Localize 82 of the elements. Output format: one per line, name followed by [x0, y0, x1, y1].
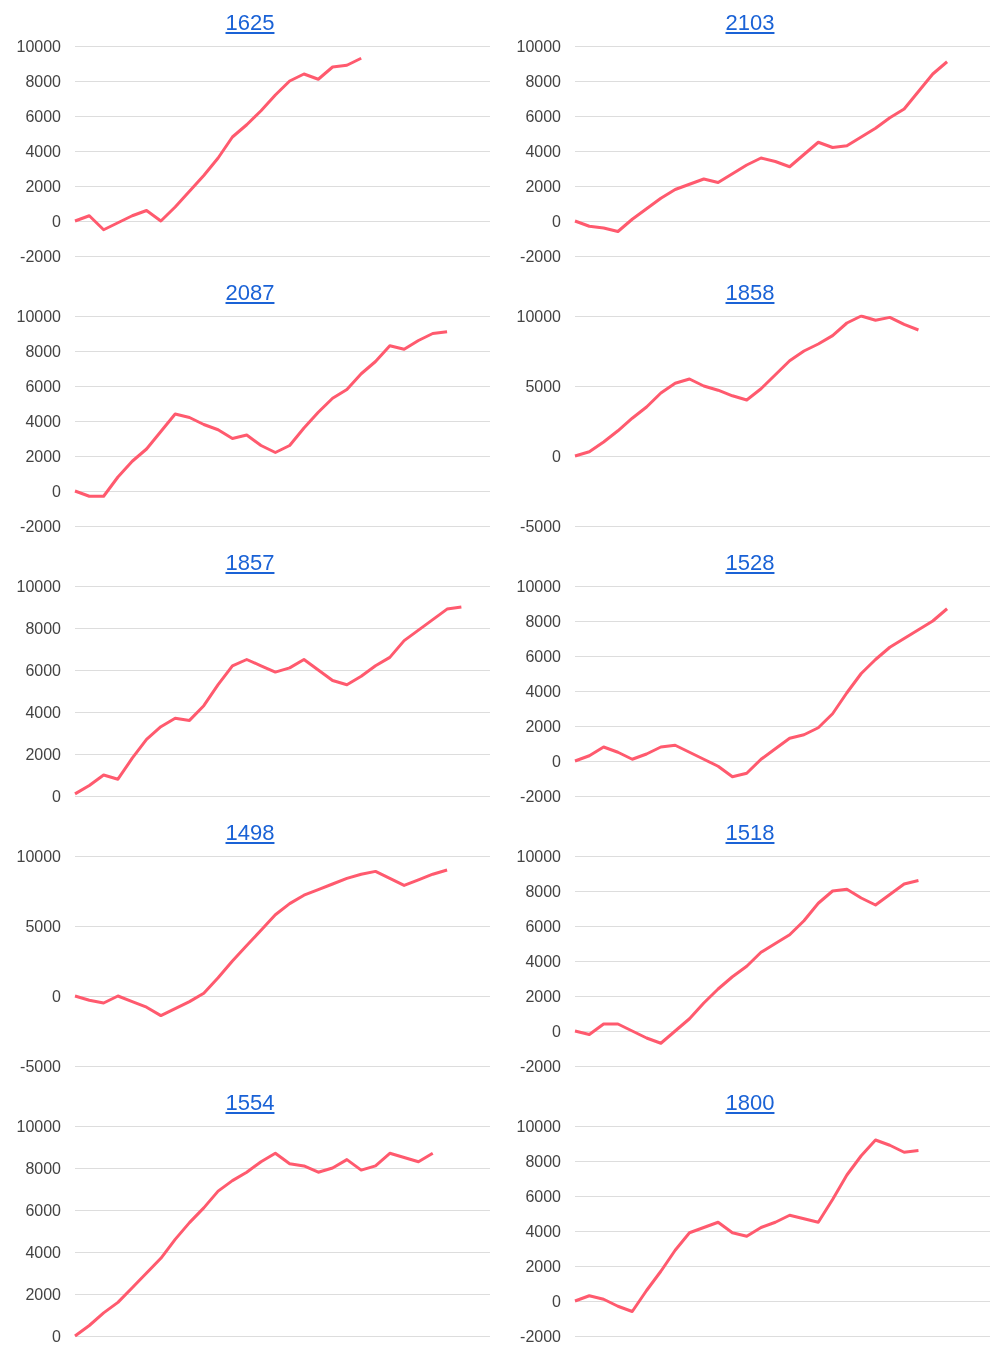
y-tick-label: 6000: [25, 661, 62, 679]
y-tick-label: 10000: [16, 307, 62, 325]
y-tick-label: -2000: [520, 1057, 562, 1075]
line-series: [73, 868, 449, 1018]
y-tick-label: -2000: [20, 517, 62, 535]
line-series: [573, 879, 920, 1045]
y-tick-label: 4000: [525, 952, 562, 970]
y-tick-label: 0: [552, 752, 562, 770]
y-tick-label: -5000: [20, 1057, 62, 1075]
y-tick-label: 2000: [525, 1257, 562, 1275]
y-tick-label: -2000: [20, 247, 62, 265]
y-tick-label: 5000: [525, 377, 562, 395]
y-tick-label: -2000: [520, 787, 562, 805]
y-tick-label: 6000: [25, 107, 62, 125]
chart-title: 1498: [224, 820, 276, 846]
y-tick-label: 0: [552, 212, 562, 230]
y-tick-label: 8000: [25, 619, 62, 637]
y-tick-label: 6000: [25, 1201, 62, 1219]
y-tick-label: 8000: [25, 342, 62, 360]
chart-title: 1528: [724, 550, 776, 576]
y-tick-label: 0: [52, 482, 62, 500]
line-series: [73, 1151, 435, 1338]
y-tick-label: 8000: [525, 72, 562, 90]
y-tick-label: 2000: [25, 745, 62, 763]
y-tick-label: 0: [552, 1292, 562, 1310]
y-tick-label: 0: [552, 447, 562, 465]
y-tick-label: 10000: [516, 1117, 562, 1135]
y-tick-label: -5000: [520, 517, 562, 535]
y-tick-label: 2000: [25, 447, 62, 465]
y-tick-label: 2000: [25, 1285, 62, 1303]
y-tick-label: 2000: [25, 177, 62, 195]
y-tick-label: 5000: [25, 917, 62, 935]
chart-title: 1858: [724, 280, 776, 306]
y-tick-label: -2000: [520, 1327, 562, 1345]
chart-title: 1625: [224, 10, 276, 36]
line-series: [573, 60, 949, 233]
y-tick-label: 4000: [525, 142, 562, 160]
y-tick-label: 8000: [25, 72, 62, 90]
y-tick-label: 4000: [25, 703, 62, 721]
y-tick-label: 0: [552, 1022, 562, 1040]
y-tick-label: 10000: [516, 307, 562, 325]
line-series: [573, 607, 949, 779]
y-tick-label: 8000: [25, 1159, 62, 1177]
y-tick-label: 4000: [525, 1222, 562, 1240]
y-tick-label: 6000: [525, 647, 562, 665]
y-tick-label: 6000: [525, 917, 562, 935]
y-tick-label: 10000: [16, 37, 62, 55]
line-series: [573, 1138, 920, 1313]
line-series: [73, 330, 449, 498]
y-tick-label: 4000: [25, 412, 62, 430]
chart-title: 2103: [724, 10, 776, 36]
y-tick-label: -2000: [520, 247, 562, 265]
chart-title: 1554: [224, 1090, 276, 1116]
y-tick-label: 10000: [516, 577, 562, 595]
y-tick-label: 4000: [525, 682, 562, 700]
y-tick-label: 2000: [525, 987, 562, 1005]
y-tick-label: 6000: [525, 107, 562, 125]
y-tick-label: 6000: [25, 377, 62, 395]
chart-title: 1857: [224, 550, 276, 576]
y-tick-label: 0: [52, 212, 62, 230]
y-tick-label: 10000: [516, 847, 562, 865]
y-tick-label: 10000: [16, 1117, 62, 1135]
y-tick-label: 8000: [525, 612, 562, 630]
y-tick-label: 10000: [16, 577, 62, 595]
y-tick-label: 4000: [25, 1243, 62, 1261]
y-tick-label: 0: [52, 1327, 62, 1345]
y-tick-label: 10000: [516, 37, 562, 55]
y-tick-label: 2000: [525, 177, 562, 195]
y-tick-label: 0: [52, 787, 62, 805]
chart-title: 2087: [224, 280, 276, 306]
y-tick-label: 6000: [525, 1187, 562, 1205]
y-tick-label: 0: [52, 987, 62, 1005]
y-tick-label: 8000: [525, 1152, 562, 1170]
y-tick-label: 10000: [16, 847, 62, 865]
y-tick-label: 8000: [525, 882, 562, 900]
y-tick-label: 2000: [525, 717, 562, 735]
chart-title: 1518: [724, 820, 776, 846]
chart-title: 1800: [724, 1090, 776, 1116]
line-series: [73, 605, 463, 796]
line-series: [73, 56, 363, 232]
line-series: [573, 314, 920, 458]
y-tick-label: 4000: [25, 142, 62, 160]
